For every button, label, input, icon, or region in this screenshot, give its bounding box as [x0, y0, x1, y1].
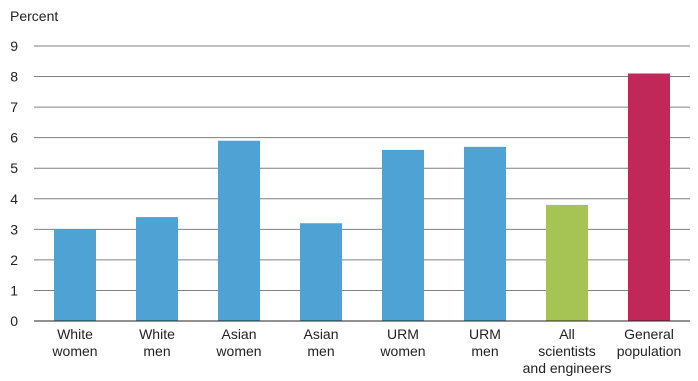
y-tick-label: 8 [10, 69, 18, 85]
x-tick-label: General population [617, 326, 682, 359]
y-tick-label: 0 [10, 313, 18, 329]
x-tick-label-line: and engineers [523, 360, 612, 376]
bar [628, 73, 670, 321]
x-tick-label-line: Asian [303, 326, 338, 342]
x-tick-label-line: men [471, 343, 498, 359]
y-tick-label: 7 [10, 99, 18, 115]
x-tick-label-line: women [215, 343, 261, 359]
bar [382, 149, 424, 321]
x-tick-label-line: population [617, 343, 682, 359]
bar [54, 229, 96, 321]
x-tick-label: URM men [469, 326, 501, 359]
x-tick-label: All scientists and engineers [523, 326, 612, 376]
y-tick-label: 3 [10, 221, 18, 237]
x-tick-label-line: women [51, 343, 97, 359]
y-axis-label: Percent [10, 8, 58, 24]
bar [218, 140, 260, 321]
bar [546, 204, 588, 321]
x-tick-label-line: All [559, 326, 575, 342]
y-tick-label: 1 [10, 282, 18, 298]
y-tick-label: 6 [10, 130, 18, 146]
y-tick-label: 2 [10, 252, 18, 268]
x-tick-label-line: URM [469, 326, 501, 342]
x-tick-label: White men [139, 326, 175, 359]
y-tick-labels: 0 1 2 3 4 5 6 7 8 9 [10, 38, 18, 329]
x-tick-label-line: men [143, 343, 170, 359]
x-tick-label-line: URM [387, 326, 419, 342]
gridlines [34, 45, 690, 291]
x-tick-label: White women [51, 326, 97, 359]
bar [300, 223, 342, 321]
x-tick-label-line: White [57, 326, 93, 342]
x-tick-label-line: women [379, 343, 425, 359]
x-tick-label-line: scientists [538, 343, 596, 359]
bar [136, 217, 178, 321]
y-tick-label: 5 [10, 160, 18, 176]
x-tick-label: Asian women [215, 326, 261, 359]
y-tick-label: 4 [10, 191, 18, 207]
x-tick-label: URM women [379, 326, 425, 359]
x-tick-label-line: Asian [221, 326, 256, 342]
bars [54, 73, 670, 321]
bar [464, 146, 506, 321]
x-tick-label-line: men [307, 343, 334, 359]
x-tick-label: Asian men [303, 326, 338, 359]
x-tick-label-line: General [624, 326, 674, 342]
y-tick-label: 9 [10, 38, 18, 54]
x-tick-label-line: White [139, 326, 175, 342]
